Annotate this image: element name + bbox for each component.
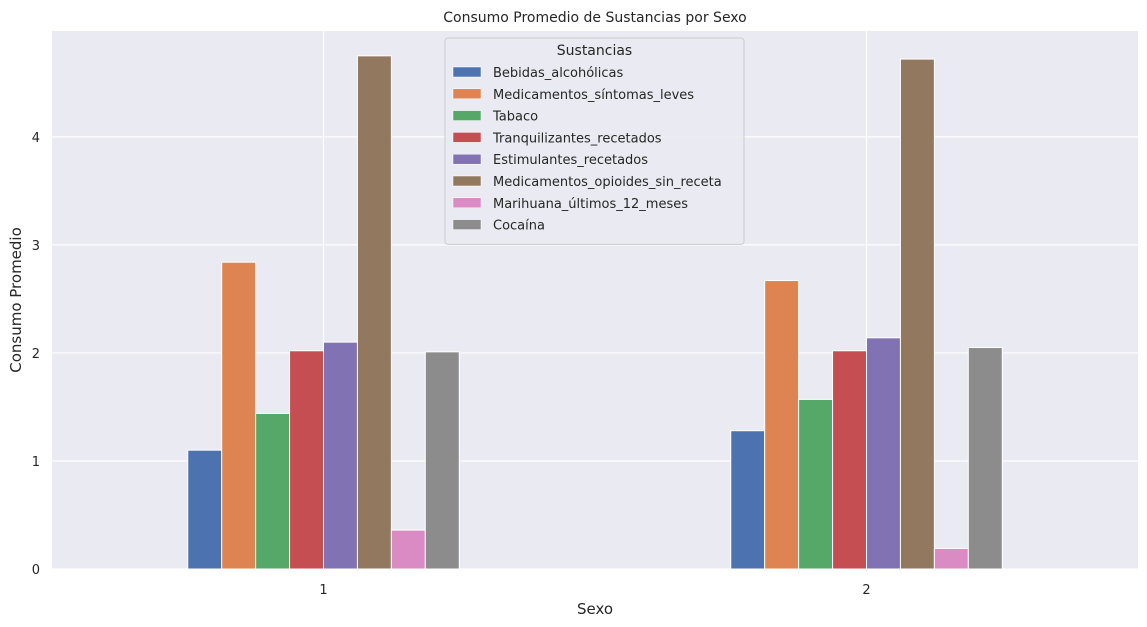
legend-swatch xyxy=(452,88,482,100)
y-tick-label: 4 xyxy=(32,131,40,146)
bar xyxy=(390,529,426,570)
bar xyxy=(289,350,324,570)
y-tick-label: 2 xyxy=(32,347,40,362)
y-tick-label: 0 xyxy=(32,563,40,578)
y-tick-label: 3 xyxy=(32,239,40,254)
bar xyxy=(730,430,766,570)
legend-box xyxy=(444,37,745,245)
legend-label: Estimulantes_recetados xyxy=(493,153,648,168)
bar xyxy=(899,58,935,570)
bar xyxy=(798,398,834,570)
y-tick-labels: 0 1 2 3 4 xyxy=(32,131,40,578)
legend-label: Cocaína xyxy=(493,219,545,234)
bar xyxy=(967,347,1003,570)
legend: Sustancias Bebidas_alcohólicas Medicamento… xyxy=(444,37,745,245)
x-tick-label: 1 xyxy=(319,583,327,598)
bar xyxy=(832,350,867,570)
bar xyxy=(187,449,223,570)
bar xyxy=(255,412,291,570)
x-tick-label: 2 xyxy=(862,583,870,598)
legend-swatch xyxy=(452,197,482,209)
legend-title: Sustancias xyxy=(557,43,632,59)
chart-title: Consumo Promedio de Sustancias por Sexo xyxy=(443,10,746,26)
legend-swatch xyxy=(452,153,482,165)
legend-swatch xyxy=(452,219,482,230)
legend-label: Tabaco xyxy=(492,110,538,125)
legend-swatch xyxy=(452,132,482,143)
x-axis-label: Sexo xyxy=(577,600,613,618)
legend-label: Tranquilizantes_recetados xyxy=(492,131,662,146)
bar xyxy=(764,280,800,570)
legend-label: Marihuana_últimos_12_meses xyxy=(493,197,688,212)
bar xyxy=(356,55,392,570)
bar xyxy=(866,337,901,570)
legend-label: Bebidas_alcohólicas xyxy=(493,66,623,81)
bar xyxy=(424,351,460,570)
legend-label: Medicamentos_síntomas_leves xyxy=(493,88,694,103)
y-axis-label: Consumo Promedio xyxy=(7,227,25,373)
y-tick-label: 1 xyxy=(32,455,40,470)
legend-label: Medicamentos_opioides_sin_receta xyxy=(493,175,722,190)
bar xyxy=(221,261,257,570)
bars-group xyxy=(187,55,1003,570)
legend-swatch xyxy=(452,175,482,187)
bar xyxy=(933,547,969,570)
legend-swatch xyxy=(452,66,482,78)
bar xyxy=(323,341,358,570)
legend-swatch xyxy=(452,110,482,121)
